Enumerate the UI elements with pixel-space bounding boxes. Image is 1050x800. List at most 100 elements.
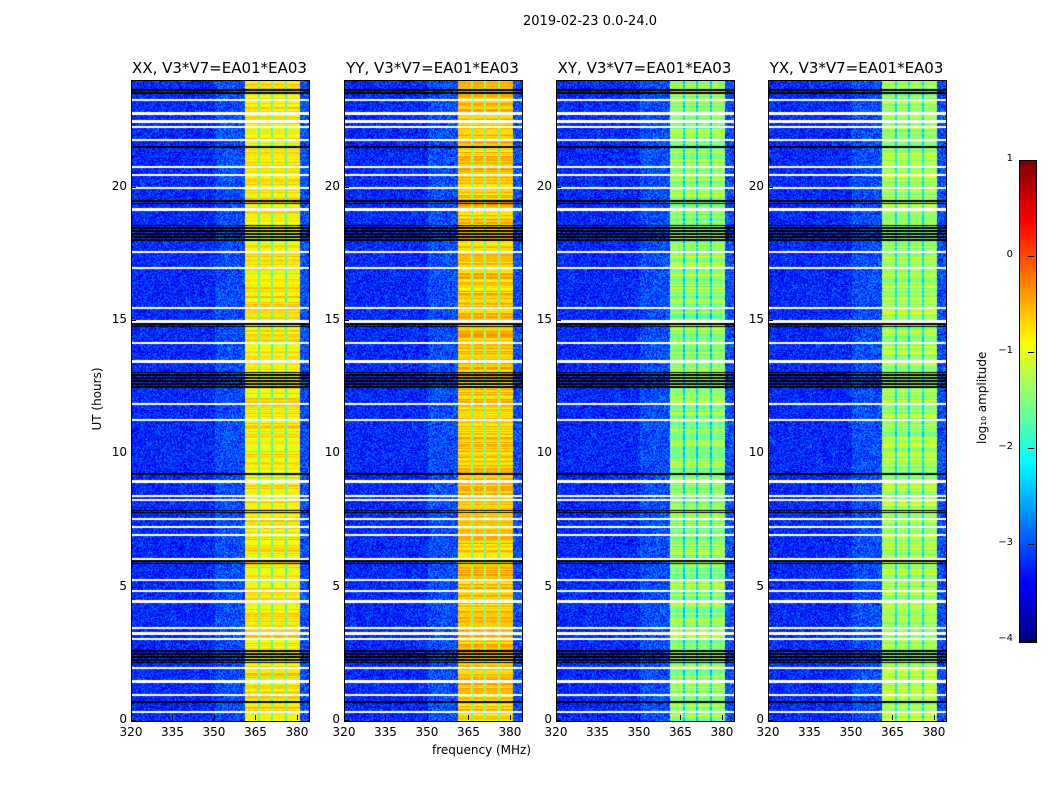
y-tick-label: 0 [756,712,764,726]
colorbar-tick-mark [1028,544,1034,545]
y-tick-label: 20 [324,178,340,193]
y-tick-mark [768,720,773,721]
x-tick-label: 380 [710,725,734,739]
x-tick-label: 350 [839,725,863,739]
colorbar [1019,160,1037,643]
x-tick-label: 350 [415,725,439,739]
x-tick-label: 365 [244,725,267,739]
figure-title: 2019-02-23 0.0-24.0 [523,14,657,29]
y-tick-label: 0 [332,712,340,726]
y-tick-mark [131,453,136,455]
x-tick-label: 335 [798,725,821,739]
x-tick-mark [768,715,769,720]
y-tick-mark [131,586,136,588]
x-tick-mark [721,715,723,720]
colorbar-tick-mark [1028,160,1034,161]
y-tick-label: 20 [748,178,764,193]
x-tick-mark [597,715,599,720]
y-tick-label: 0 [544,712,552,726]
colorbar-tick-label: −3 [998,537,1013,548]
colorbar-tick-label: 1 [1006,153,1013,164]
x-tick-mark [131,715,132,720]
y-tick-mark [344,720,349,721]
y-tick-mark [768,186,773,188]
y-tick-mark [556,186,561,188]
colorbar-tick-mark [1028,352,1034,353]
y-tick-label: 5 [544,578,552,593]
heatmap-panel-xy [556,80,735,722]
x-tick-label: 380 [285,725,309,739]
panel-title: XX, V3*V7=EA01*EA03 [132,59,307,77]
x-tick-mark [509,715,511,720]
y-tick-label: 5 [756,578,764,593]
x-tick-label: 335 [161,725,184,739]
y-tick-mark [556,453,561,455]
x-tick-mark [638,715,640,720]
x-tick-mark [556,715,557,720]
y-tick-mark [131,186,136,188]
x-tick-mark [933,715,935,720]
x-tick-label: 335 [586,725,609,739]
y-tick-label: 15 [748,312,764,326]
colorbar-tick-label: 0 [1006,249,1013,260]
x-tick-label: 380 [922,725,946,739]
colorbar-tick-label: −2 [998,441,1013,452]
y-tick-mark [556,586,561,588]
y-tick-label: 15 [536,312,552,326]
y-tick-label: 10 [324,445,340,460]
colorbar-tick-mark [1028,256,1034,257]
x-tick-label: 365 [457,725,480,739]
x-tick-mark [255,715,257,720]
x-tick-mark [172,715,174,720]
y-tick-mark [344,320,349,321]
colorbar-tick-mark [1028,448,1034,449]
y-axis-label: UT (hours) [90,367,104,431]
x-tick-mark [426,715,428,720]
x-tick-mark [892,715,894,720]
y-tick-mark [344,453,349,455]
y-tick-mark [344,586,349,588]
y-tick-label: 10 [536,445,552,460]
x-axis-label: frequency (MHz) [432,743,532,757]
y-tick-mark [556,720,561,721]
colorbar-label: log₁₀ amplitude [975,351,989,444]
x-tick-mark [213,715,215,720]
y-tick-mark [556,320,561,321]
x-tick-label: 365 [669,725,692,739]
colorbar-tick-label: −1 [998,345,1013,356]
y-tick-mark [768,320,773,321]
colorbar-tick-mark [1028,640,1034,641]
x-tick-label: 365 [881,725,904,739]
x-tick-label: 320 [119,725,143,739]
x-tick-mark [385,715,387,720]
y-tick-label: 10 [748,445,764,460]
panel-title: YX, V3*V7=EA01*EA03 [769,59,944,77]
y-tick-mark [131,720,136,721]
x-tick-label: 380 [498,725,522,739]
x-tick-label: 350 [627,725,651,739]
y-tick-label: 10 [111,445,127,460]
x-tick-mark [850,715,852,720]
y-tick-label: 15 [111,312,127,326]
heatmap-panel-xx [131,80,310,722]
x-tick-label: 320 [544,725,568,739]
y-tick-mark [344,186,349,188]
x-tick-mark [680,715,682,720]
x-tick-label: 350 [202,725,226,739]
y-tick-label: 5 [332,578,340,593]
x-tick-mark [296,715,298,720]
y-tick-mark [131,320,136,321]
x-tick-mark [809,715,811,720]
y-tick-label: 15 [324,312,340,326]
x-tick-label: 320 [332,725,356,739]
panel-title: YY, V3*V7=EA01*EA03 [346,59,519,77]
y-tick-label: 20 [111,178,127,193]
y-tick-mark [768,453,773,455]
heatmap-panel-yx [768,80,947,722]
panel-title: XY, V3*V7=EA01*EA03 [557,59,732,77]
x-tick-label: 335 [374,725,397,739]
x-tick-label: 320 [756,725,780,739]
y-tick-mark [768,586,773,588]
x-tick-mark [344,715,345,720]
